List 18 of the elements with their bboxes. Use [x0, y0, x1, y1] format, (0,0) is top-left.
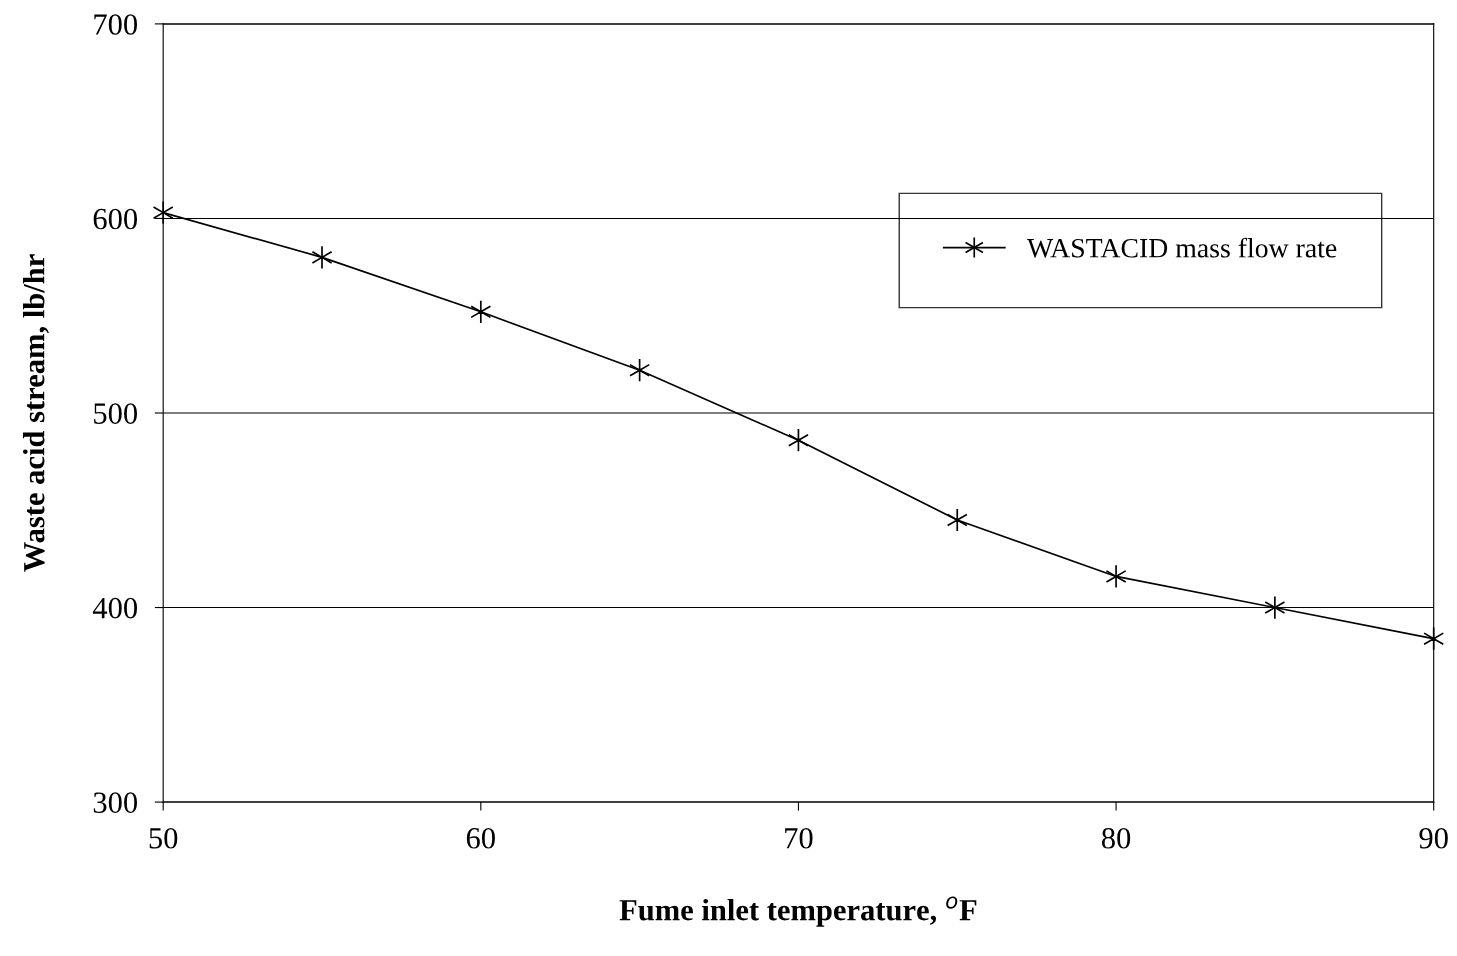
x-tick-label: 50: [149, 827, 178, 849]
x-tick-label: 70: [785, 827, 813, 849]
x-tick-label: 80: [1101, 827, 1131, 849]
y-tick-label: 500: [94, 403, 138, 424]
y-tick-label: 400: [92, 597, 138, 619]
x-axis-title: Fume inlet temperature, $^{o}$F: [619, 896, 977, 927]
y-tick-label: 600: [93, 208, 138, 230]
y-tick-label: 700: [94, 14, 138, 35]
x-tick-label: 60: [466, 827, 495, 849]
point: [470, 299, 492, 324]
y-tick-label: 300: [93, 792, 138, 813]
legend-label: WASTACID mass flow rate: [1027, 237, 1337, 258]
point: [946, 508, 968, 532]
x-tick-label: 90: [1419, 827, 1448, 849]
point: [311, 245, 333, 270]
point: [1105, 564, 1127, 589]
point: [1264, 595, 1286, 620]
y-axis-title: Waste acid stream, lb/hr: [22, 254, 49, 572]
